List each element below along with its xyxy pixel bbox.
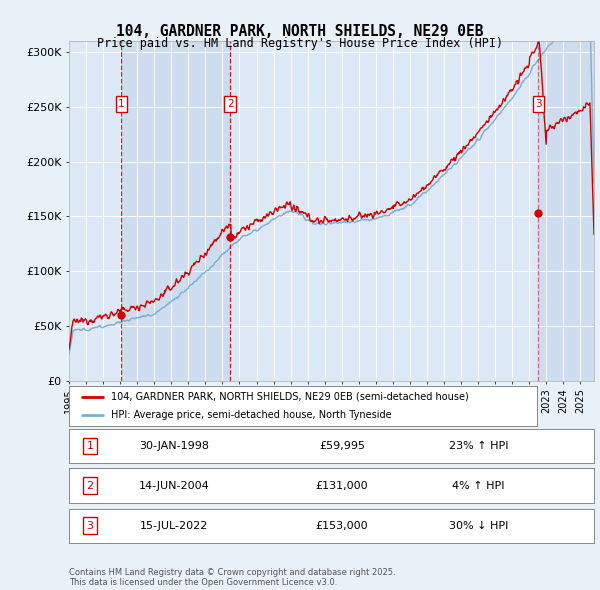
Text: 30-JAN-1998: 30-JAN-1998 (139, 441, 209, 451)
Text: 104, GARDNER PARK, NORTH SHIELDS, NE29 0EB (semi-detached house): 104, GARDNER PARK, NORTH SHIELDS, NE29 0… (111, 392, 469, 402)
Text: 1: 1 (118, 99, 125, 109)
Text: 14-JUN-2004: 14-JUN-2004 (139, 481, 209, 490)
Text: 1: 1 (86, 441, 94, 451)
Text: 2: 2 (227, 99, 233, 109)
Text: 104, GARDNER PARK, NORTH SHIELDS, NE29 0EB: 104, GARDNER PARK, NORTH SHIELDS, NE29 0… (116, 24, 484, 38)
Text: Price paid vs. HM Land Registry's House Price Index (HPI): Price paid vs. HM Land Registry's House … (97, 37, 503, 50)
Text: £131,000: £131,000 (316, 481, 368, 490)
Text: 3: 3 (535, 99, 542, 109)
Text: 30% ↓ HPI: 30% ↓ HPI (449, 521, 508, 530)
Text: HPI: Average price, semi-detached house, North Tyneside: HPI: Average price, semi-detached house,… (111, 410, 392, 420)
Text: Contains HM Land Registry data © Crown copyright and database right 2025.
This d: Contains HM Land Registry data © Crown c… (69, 568, 395, 587)
Text: 23% ↑ HPI: 23% ↑ HPI (449, 441, 508, 451)
Text: 2: 2 (86, 481, 94, 490)
Text: 15-JUL-2022: 15-JUL-2022 (140, 521, 208, 530)
Bar (121, 41, 230, 381)
Text: £59,995: £59,995 (319, 441, 365, 451)
Text: 3: 3 (86, 521, 94, 530)
Bar (538, 41, 594, 381)
Text: 4% ↑ HPI: 4% ↑ HPI (452, 481, 505, 490)
Text: £153,000: £153,000 (316, 521, 368, 530)
